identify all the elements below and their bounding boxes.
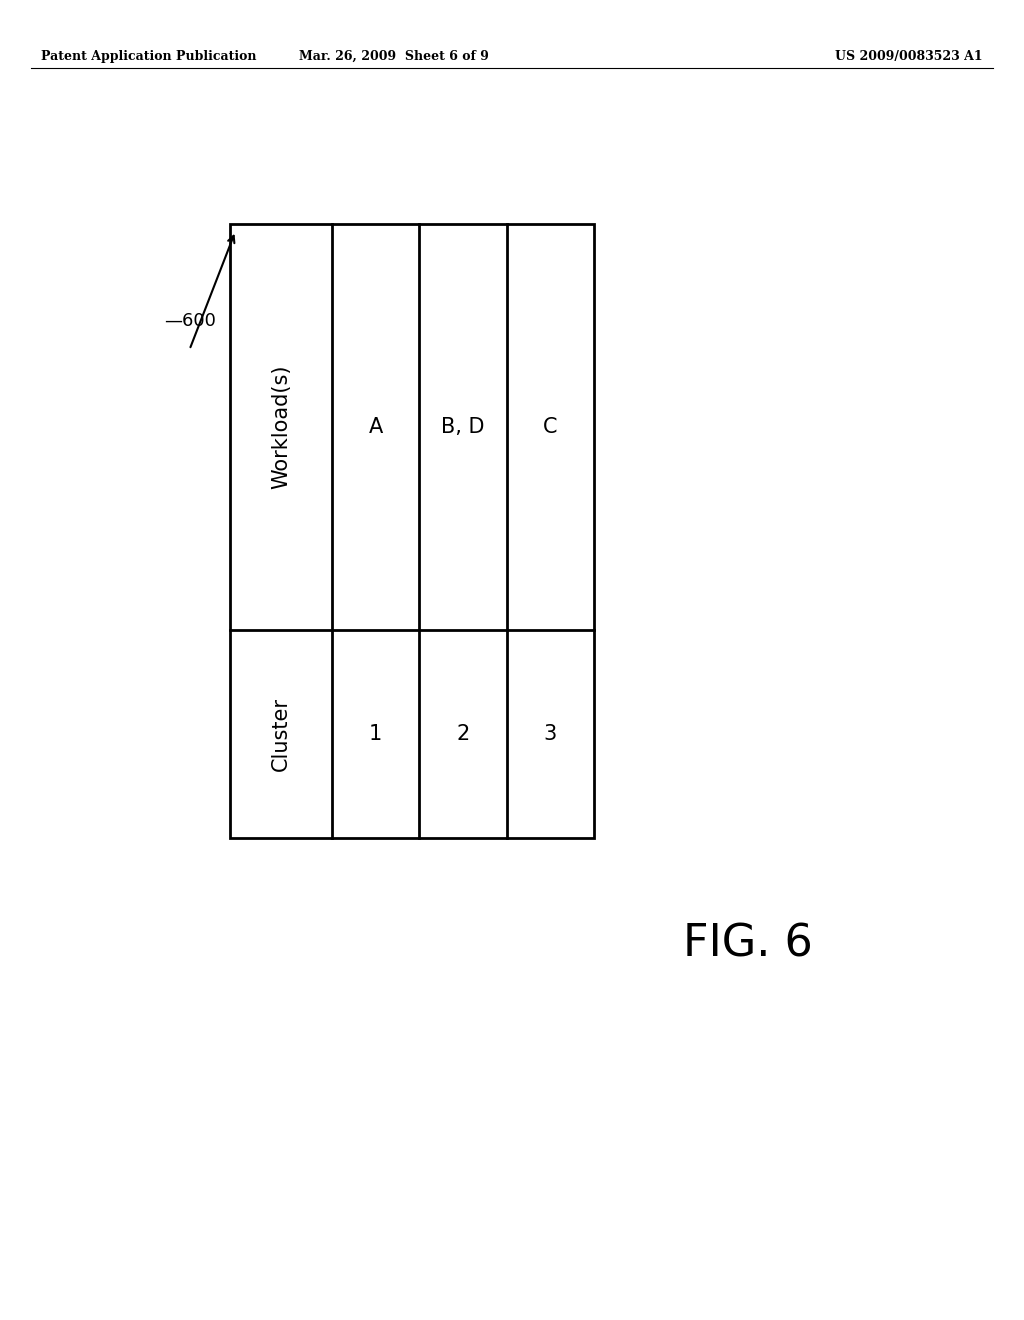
Text: Workload(s): Workload(s) [271, 364, 291, 490]
Text: A: A [369, 417, 383, 437]
Text: 3: 3 [544, 723, 557, 744]
Text: Patent Application Publication: Patent Application Publication [41, 50, 256, 62]
Text: Mar. 26, 2009  Sheet 6 of 9: Mar. 26, 2009 Sheet 6 of 9 [299, 50, 489, 62]
Text: FIG. 6: FIG. 6 [683, 923, 812, 965]
Text: 1: 1 [370, 723, 382, 744]
Text: —600: —600 [164, 312, 216, 330]
Bar [230, 224, 594, 838]
Text: C: C [543, 417, 557, 437]
Text: Cluster: Cluster [271, 697, 291, 771]
Text: 2: 2 [457, 723, 470, 744]
Text: B, D: B, D [441, 417, 484, 437]
Text: US 2009/0083523 A1: US 2009/0083523 A1 [836, 50, 983, 62]
